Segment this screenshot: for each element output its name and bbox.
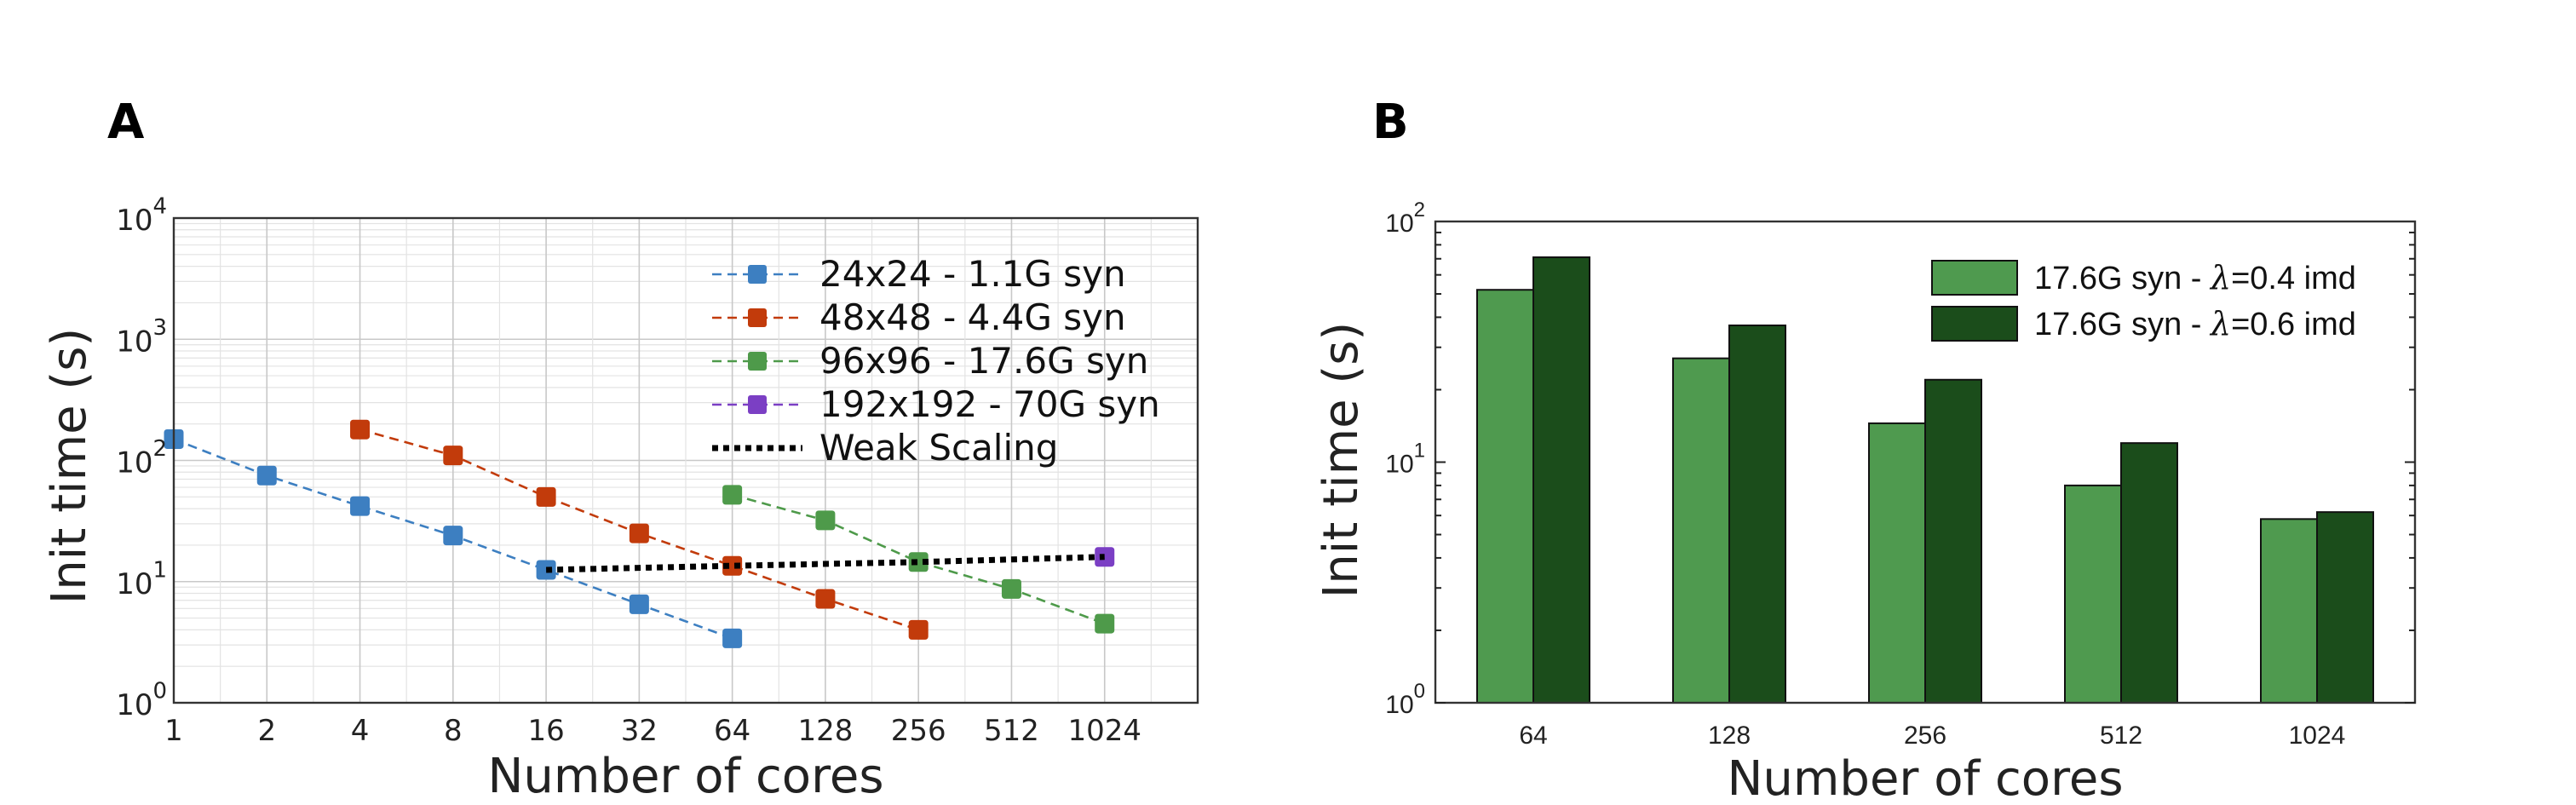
x-tick-label: 512 <box>984 714 1039 748</box>
y-tick-label: 102 <box>116 436 167 480</box>
x-tick-label: 64 <box>714 714 750 748</box>
panel-b-bars <box>1476 256 2374 704</box>
data-point <box>908 619 929 640</box>
legend-marker <box>748 265 767 284</box>
legend-item: 17.6G syn - λ=0.6 imd <box>1931 305 2356 342</box>
y-tick-label: 104 <box>116 194 167 239</box>
bar-1024-series-0 <box>2260 518 2318 704</box>
panel-b-x-axis-title: Number of cores <box>1727 751 2123 805</box>
x-tick-label: 1 <box>164 714 183 748</box>
panel-a-x-axis-title: Number of cores <box>487 749 883 804</box>
data-point <box>722 628 743 648</box>
panel-b-x-tick-labels: 64 128 256 512 1024 <box>1519 722 2345 750</box>
x-tick-label: 128 <box>797 714 853 748</box>
legend-item: Weak Scaling <box>712 427 1058 469</box>
x-tick-label: 128 <box>1708 722 1751 750</box>
series-line-weak-scaling <box>546 554 1105 573</box>
panel-a-y-axis-title: Init time (s) <box>42 328 97 605</box>
data-point <box>350 496 371 516</box>
series-line-2 <box>732 493 1106 625</box>
panel-a-y-tick-labels: 100 101 102 103 104 <box>116 194 167 723</box>
x-tick-label: 64 <box>1519 722 1547 750</box>
y-tick-label: 103 <box>116 315 167 359</box>
panel-a-letter: A <box>107 95 145 150</box>
panel-b-letter: B <box>1372 95 1409 150</box>
legend-item: 48x48 - 4.4G syn <box>712 296 1126 338</box>
legend-swatch <box>1931 306 2018 342</box>
bar-512-series-1 <box>2120 442 2178 704</box>
data-point <box>536 486 556 507</box>
x-tick-label: 4 <box>351 714 370 748</box>
bar-256-series-1 <box>1924 378 1982 704</box>
y-tick-label: 101 <box>116 557 167 601</box>
legend-label: Weak Scaling <box>819 427 1058 469</box>
legend-item: 24x24 - 1.1G syn <box>712 253 1126 295</box>
panel-a-series <box>164 419 1115 648</box>
bar-128-series-1 <box>1728 324 1786 704</box>
data-point <box>629 594 649 614</box>
panel-a-plot-frame <box>172 216 1199 704</box>
panel-b-y-axis-title: Init time (s) <box>1314 322 1369 599</box>
bar-512-series-0 <box>2064 484 2122 704</box>
y-tick-label: 100 <box>116 679 167 723</box>
bar-128-series-0 <box>1672 357 1730 704</box>
legend-label: 17.6G syn - λ=0.6 imd <box>2034 305 2356 342</box>
legend-label: 17.6G syn - λ=0.4 imd <box>2034 259 2356 296</box>
legend-item: 192x192 - 70G syn <box>712 383 1160 425</box>
x-tick-label: 1024 <box>1067 714 1141 748</box>
legend-marker <box>748 395 767 414</box>
x-tick-label: 32 <box>621 714 658 748</box>
x-tick-label: 16 <box>527 714 564 748</box>
legend-label: 192x192 - 70G syn <box>819 383 1160 425</box>
bar-64-series-0 <box>1476 289 1534 704</box>
data-point <box>722 485 743 505</box>
data-point <box>350 419 371 440</box>
panel-b-legend: 17.6G syn - λ=0.4 imd 17.6G syn - λ=0.6 i… <box>1931 259 2356 342</box>
legend-marker <box>748 308 767 327</box>
panel-b: B 64 128 256 512 1024 100 101 102 Number of co… <box>1314 95 2417 805</box>
data-point <box>629 523 649 543</box>
panel-a-gridlines <box>173 218 1198 704</box>
x-tick-label: 8 <box>444 714 463 748</box>
legend-item: 96x96 - 17.6G syn <box>712 340 1148 382</box>
legend-label: 48x48 - 4.4G syn <box>819 296 1126 338</box>
legend-item: 17.6G syn - λ=0.4 imd <box>1931 259 2356 296</box>
legend-swatch <box>1931 260 2018 296</box>
panel-a-x-tick-labels: 1 2 4 8 16 32 64 128 256 512 1024 <box>164 714 1141 748</box>
data-point <box>1001 578 1021 599</box>
x-tick-label: 256 <box>1904 722 1946 750</box>
data-point <box>722 555 743 576</box>
bar-64-series-1 <box>1532 256 1590 704</box>
bar-1024-series-1 <box>2316 511 2374 704</box>
data-point <box>815 589 836 609</box>
y-tick-label: 101 <box>1385 440 1425 479</box>
data-point <box>443 446 463 466</box>
data-point <box>815 510 836 531</box>
y-tick-label: 100 <box>1385 680 1425 719</box>
panel-b-y-tick-labels: 100 101 102 <box>1385 198 1425 719</box>
panel-a: A 1 2 4 8 16 32 64 128 256 512 1024 10010110210310… <box>42 95 1199 804</box>
data-point <box>443 526 463 546</box>
panel-b-y-tick-marks <box>1435 231 2415 704</box>
x-tick-label: 256 <box>891 714 946 748</box>
bar-256-series-0 <box>1868 422 1926 704</box>
data-point <box>536 560 556 580</box>
y-tick-label: 102 <box>1385 198 1425 238</box>
data-point <box>1095 547 1115 567</box>
x-tick-label: 512 <box>2100 722 2142 750</box>
legend-marker <box>748 352 767 371</box>
legend-label: 24x24 - 1.1G syn <box>819 253 1126 295</box>
data-point <box>1095 613 1115 634</box>
x-tick-label: 1024 <box>2289 722 2346 750</box>
data-point <box>256 465 277 486</box>
legend-label: 96x96 - 17.6G syn <box>819 340 1148 382</box>
x-tick-label: 2 <box>257 714 276 748</box>
